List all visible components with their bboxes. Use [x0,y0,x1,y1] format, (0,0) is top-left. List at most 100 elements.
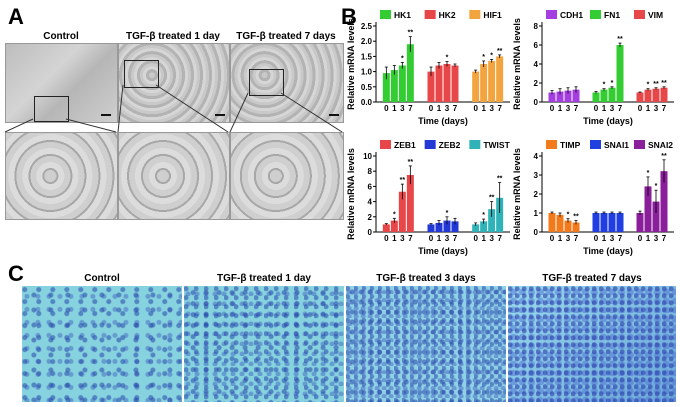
significance-marker: * [446,210,449,217]
legend-swatch-hif1 [469,10,481,19]
x-axis-label: Time (days) [583,246,633,256]
legend-swatch-twist [469,140,481,149]
scale-bar [101,114,111,116]
bar-zeb2-day-3 [443,220,451,232]
bar-twist-day-7 [496,197,504,232]
bar-snai1-day-3 [608,213,616,232]
x-tick-label: 0 [384,104,389,113]
x-tick-label: 0 [429,234,434,243]
legend-label-twist: TWIST [483,140,510,150]
bar-vim-day-7 [660,87,668,102]
bar-chart-glycolysis: Relative mRNA levels 0.0 0.5 1.0 1.5 2.0 2.5 HK… [346,10,510,126]
significance-marker: * [647,82,650,89]
scale-bar [329,114,339,116]
bar-cdh1-day-1 [556,91,564,102]
significance-marker: ** [661,80,667,87]
panel-c-caption-7days: TGF-β treated 7 days [542,273,642,284]
y-tick-label: 2.0 [361,37,373,46]
y-tick-label: 0 [534,228,539,237]
x-tick-label: 7 [662,104,667,113]
bar-timp-day-1 [556,214,564,232]
x-tick-label: 0 [384,234,389,243]
x-tick-label: 7 [453,104,458,113]
panel-label-a: A [8,4,24,29]
y-tick-label: 3 [534,171,539,180]
micrograph-1day-zoom [118,132,230,220]
x-tick-label: 3 [489,104,494,113]
x-tick-label: 0 [550,234,555,243]
stain-image-1day [184,286,344,402]
bar-hif1-day-1 [480,64,488,102]
significance-marker: * [446,55,449,62]
bar-vim-day-1 [644,89,652,102]
x-axis-label: Time (days) [583,116,633,126]
bar-zeb1-day-0 [382,224,390,232]
x-tick-label: 7 [662,234,667,243]
x-tick-label: 1 [558,104,563,113]
y-tick-label: 2.5 [361,22,373,31]
bar-snai1-day-7 [616,213,624,232]
x-axis-label: Time (days) [418,116,468,126]
x-tick-label: 1 [602,104,607,113]
y-tick-label: 2 [368,213,373,222]
panel-c-caption-control: Control [84,273,120,284]
significance-marker: * [482,54,485,61]
x-tick-label: 1 [481,104,486,113]
roi-box [124,60,159,88]
roi-box [249,69,284,96]
bar-zeb2-day-0 [427,224,435,232]
significance-marker: ** [653,81,659,88]
bar-hif1-day-3 [488,60,496,102]
x-tick-label: 3 [400,234,405,243]
bar-zeb2-day-7 [451,221,459,232]
bar-timp-day-0 [548,213,556,232]
legend-swatch-hk1 [380,10,391,19]
bar-fn1-day-3 [608,87,616,102]
legend-swatch-snai1 [590,140,601,149]
x-tick-label: 3 [445,234,450,243]
y-tick-label: 0.0 [361,98,373,107]
x-tick-label: 7 [497,234,502,243]
significance-marker: * [647,170,650,177]
bar-vim-day-3 [652,88,660,102]
legend-label-zeb2: ZEB2 [439,140,461,150]
significance-marker: * [393,211,396,218]
significance-marker: ** [408,159,414,166]
legend-label-snai1: SNAI1 [604,140,629,150]
stain-image-3days [346,286,506,402]
significance-marker: * [482,212,485,219]
bar-timp-day-3 [564,220,572,232]
y-tick-label: 1.0 [361,68,373,77]
x-tick-label: 7 [574,104,579,113]
significance-marker: ** [489,195,495,202]
y-tick-label: 4 [368,198,373,207]
x-tick-label: 7 [408,234,413,243]
x-tick-label: 0 [550,104,555,113]
bar-twist-day-1 [480,221,488,232]
x-tick-label: 1 [437,104,442,113]
x-tick-label: 0 [638,104,643,113]
bar-snai2-day-3 [652,201,660,232]
legend-swatch-timp [546,140,557,149]
legend-label-vim: VIM [648,10,663,20]
panel-a-caption-1day: TGF-β treated 1 day [126,31,220,42]
bar-hif1-day-7 [496,56,504,102]
panel-c-caption-3days: TGF-β treated 3 days [376,273,476,284]
x-tick-label: 7 [574,234,579,243]
y-tick-label: 1 [534,209,539,218]
legend-swatch-vim [634,10,645,19]
x-tick-label: 0 [473,234,478,243]
bar-cdh1-day-0 [548,92,556,102]
x-tick-label: 1 [558,234,563,243]
bar-timp-day-7 [572,222,580,232]
micrograph-1day [118,43,230,123]
micrograph-7days [230,43,344,123]
bar-hk1-day-0 [382,73,390,102]
x-tick-label: 3 [566,104,571,113]
legend-label-hk1: HK1 [394,10,411,20]
x-tick-label: 1 [602,234,607,243]
bar-hk1-day-3 [398,65,406,102]
bar-hk1-day-7 [406,44,414,102]
x-tick-label: 0 [473,104,478,113]
